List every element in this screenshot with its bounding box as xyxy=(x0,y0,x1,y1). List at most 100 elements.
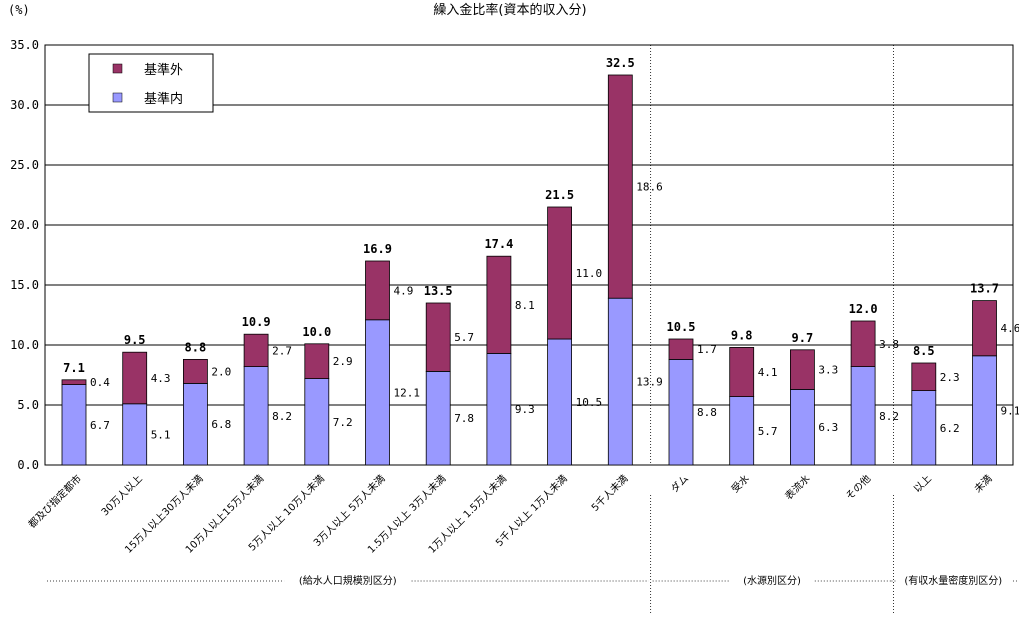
bar-inside xyxy=(486,352,512,466)
data-label-outside: 1.7 xyxy=(697,343,717,356)
total-label: 9.8 xyxy=(731,328,753,342)
x-tick-label: 30万人以上 xyxy=(99,473,145,519)
data-label-outside: 5.7 xyxy=(454,331,474,344)
bar-inside xyxy=(304,378,330,466)
x-tick-label: 以上 xyxy=(911,473,934,496)
data-label-inside: 8.2 xyxy=(879,410,899,423)
total-label: 16.9 xyxy=(363,242,392,256)
data-label-outside: 18.6 xyxy=(636,181,663,194)
data-label-inside: 9.3 xyxy=(515,403,535,416)
bar-inside xyxy=(729,396,755,466)
total-label: 7.1 xyxy=(63,361,85,375)
y-tick-label: 15.0 xyxy=(10,278,39,292)
total-label: 8.8 xyxy=(185,340,207,354)
bar-inside xyxy=(850,366,876,466)
data-label-inside: 6.3 xyxy=(818,421,838,434)
x-tick-label: 5千人未満 xyxy=(589,473,630,514)
bar-outside xyxy=(425,302,451,372)
total-label: 10.0 xyxy=(302,325,331,339)
x-tick-label: 都及び指定都市 xyxy=(25,472,84,531)
bar-inside xyxy=(607,297,633,466)
y-tick-label: 20.0 xyxy=(10,218,39,232)
plot-area xyxy=(44,44,1014,466)
total-label: 10.9 xyxy=(242,315,271,329)
total-label: 13.5 xyxy=(424,284,453,298)
data-label-outside: 2.0 xyxy=(211,365,231,378)
bar-outside xyxy=(850,320,876,367)
total-label: 17.4 xyxy=(484,237,513,251)
y-tick-label: 30.0 xyxy=(10,98,39,112)
bar-inside xyxy=(790,388,815,466)
data-label-outside: 4.6 xyxy=(1001,322,1019,335)
y-tick-label: 5.0 xyxy=(17,398,39,412)
data-label-outside: 4.9 xyxy=(394,284,414,297)
bar-outside xyxy=(243,333,269,368)
total-label: 8.5 xyxy=(913,344,935,358)
bar-outside xyxy=(790,349,815,390)
x-tick-label: その他 xyxy=(843,472,873,502)
data-label-inside: 10.5 xyxy=(576,396,603,409)
bar-inside xyxy=(425,370,451,466)
bar-inside xyxy=(547,338,572,466)
x-tick-label: 未満 xyxy=(972,473,995,496)
bar-outside xyxy=(972,300,997,357)
bar-outside xyxy=(122,351,148,405)
data-label-outside: 0.4 xyxy=(90,376,110,389)
group-label: (水源別区分) xyxy=(743,574,801,587)
legend-label-outside: 基準外 xyxy=(144,62,183,78)
bar-outside xyxy=(486,255,512,354)
total-label: 12.0 xyxy=(849,302,878,316)
data-label-outside: 2.3 xyxy=(940,371,960,384)
data-label-inside: 13.9 xyxy=(636,376,663,389)
bar-inside xyxy=(972,355,997,466)
group-label: (有収水量密度別区分) xyxy=(904,574,1002,587)
data-label-inside: 6.8 xyxy=(211,418,231,431)
y-tick-label: 10.0 xyxy=(10,338,39,352)
data-label-outside: 4.1 xyxy=(758,366,778,379)
data-label-inside: 8.8 xyxy=(697,406,717,419)
data-label-outside: 4.3 xyxy=(151,372,171,385)
group-label: (給水人口規模別区分) xyxy=(299,574,397,587)
bar-outside xyxy=(182,358,208,384)
bar-inside xyxy=(365,319,390,466)
data-label-inside: 7.2 xyxy=(333,416,353,429)
bar-outside xyxy=(365,260,390,321)
bar-inside xyxy=(182,382,208,466)
x-tick-label: ダム xyxy=(668,472,691,495)
x-tick-label: 表流水 xyxy=(782,472,812,502)
data-label-outside: 3.8 xyxy=(879,338,899,351)
total-label: 9.7 xyxy=(792,331,814,345)
chart-title: 繰入金比率(資本的収入分) xyxy=(433,2,586,18)
data-label-outside: 2.7 xyxy=(272,344,292,357)
data-label-outside: 8.1 xyxy=(515,299,535,312)
bar-inside xyxy=(61,384,87,466)
bar-outside xyxy=(607,74,633,299)
legend-label-inside: 基準内 xyxy=(144,91,183,107)
data-label-inside: 5.1 xyxy=(151,428,171,441)
data-label-outside: 11.0 xyxy=(576,267,603,280)
legend: 基準外 基準内 xyxy=(88,53,214,113)
total-label: 10.5 xyxy=(667,320,696,334)
legend-box xyxy=(88,53,214,113)
data-label-inside: 7.8 xyxy=(454,412,474,425)
bar-outside xyxy=(729,346,755,397)
total-label: 32.5 xyxy=(606,56,635,70)
bar-outside xyxy=(304,343,330,379)
total-label: 9.5 xyxy=(124,333,146,347)
bar-inside xyxy=(243,366,269,466)
legend-swatch-outside xyxy=(112,63,123,74)
data-label-inside: 9.1 xyxy=(1001,404,1019,417)
bar-inside xyxy=(911,390,937,466)
total-label: 13.7 xyxy=(970,282,999,296)
total-label: 21.5 xyxy=(545,188,574,202)
y-tick-label: 0.0 xyxy=(17,458,39,472)
data-label-inside: 8.2 xyxy=(272,410,292,423)
bar-inside xyxy=(668,358,694,466)
data-label-inside: 5.7 xyxy=(758,425,778,438)
data-label-inside: 6.2 xyxy=(940,422,960,435)
y-tick-label: 25.0 xyxy=(10,158,39,172)
bar-outside xyxy=(668,338,694,360)
y-axis-label: (%) xyxy=(8,3,30,17)
bar-outside xyxy=(911,362,937,392)
data-label-inside: 6.7 xyxy=(90,419,110,432)
